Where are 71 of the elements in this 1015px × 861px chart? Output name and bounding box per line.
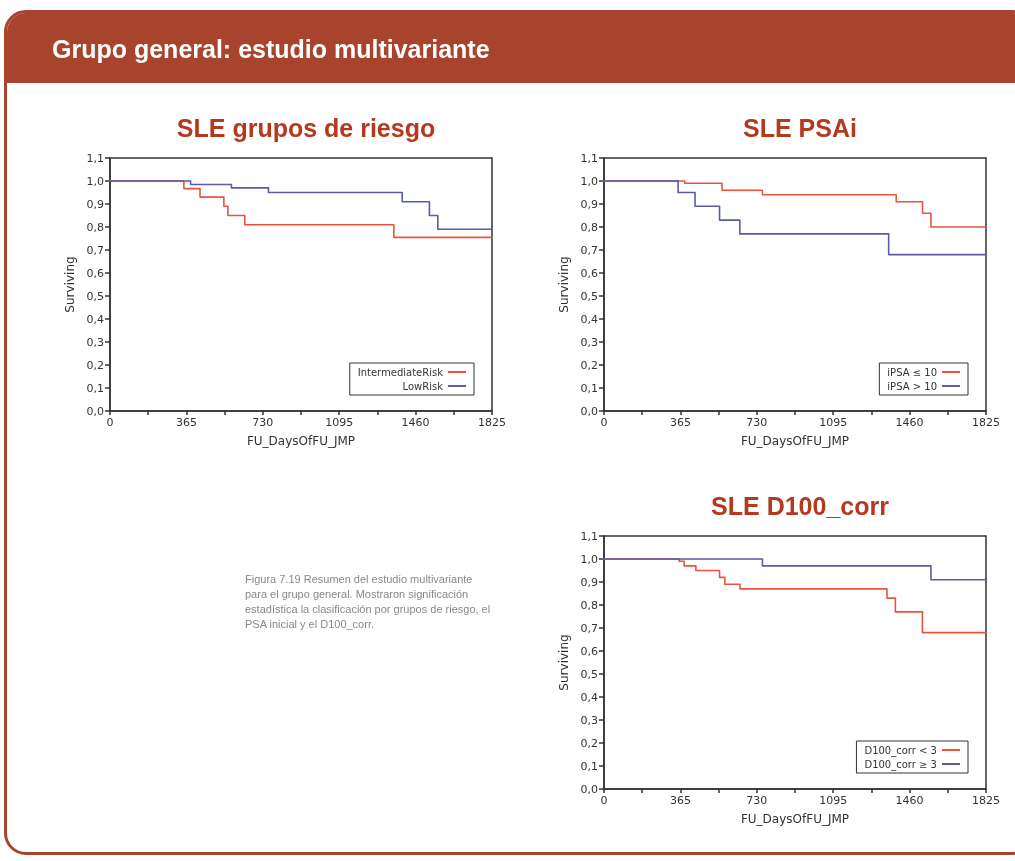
y-tick-label: 0,9	[580, 575, 598, 589]
y-tick-label: 0,3	[580, 335, 598, 349]
y-axis-title: Surviving	[556, 634, 571, 691]
y-tick-label: 0,1	[580, 759, 598, 773]
x-tick-label: 1460	[401, 416, 430, 429]
x-tick-label: 1095	[325, 416, 354, 429]
y-tick-label: 0,2	[580, 736, 598, 750]
y-tick-label: 0,7	[580, 243, 598, 257]
x-tick-label: 730	[746, 794, 768, 807]
x-tick-label: 0	[106, 416, 114, 429]
y-tick-label: 0,0	[580, 404, 598, 418]
legend-label: iPSA ≤ 10	[887, 366, 937, 378]
y-tick-label: 0,4	[580, 690, 598, 704]
y-tick-label: 0,9	[86, 197, 104, 211]
y-tick-label: 0,3	[580, 713, 598, 727]
x-tick-label: 1095	[819, 794, 848, 807]
y-tick-label: 1,0	[580, 552, 598, 566]
y-tick-label: 1,1	[86, 151, 104, 165]
x-tick-label: 1825	[972, 794, 1000, 807]
x-tick-label: 0	[600, 416, 608, 429]
x-tick-label: 365	[669, 416, 691, 429]
y-axis-title: Surviving	[556, 256, 571, 313]
x-tick-label: 0	[600, 794, 608, 807]
y-tick-label: 0,7	[580, 621, 598, 635]
chart-title: SLE D100_corr	[711, 491, 890, 520]
legend-label: IntermediateRisk	[357, 366, 444, 378]
y-tick-label: 0,7	[86, 243, 104, 257]
y-tick-label: 0,5	[580, 667, 598, 681]
y-tick-label: 0,5	[580, 289, 598, 303]
y-tick-label: 0,4	[86, 312, 104, 326]
text: Figura 7.19 Resumen del estudio multivariante para el grupo general. Mostraron significación estadística la clasificación por grupos de riesgo, el PSA inicial y el D100_corr.	[245, 572, 492, 632]
x-axis-title: FU_DaysOfFU_JMP	[246, 434, 356, 448]
legend-label: D100_corr ≥ 3	[864, 758, 937, 771]
text: Grupo general: estudio multivariante	[7, 13, 1015, 83]
y-tick-label: 1,0	[86, 174, 104, 188]
y-tick-label: 1,1	[580, 529, 598, 543]
y-tick-label: 0,8	[580, 220, 598, 234]
x-tick-label: 365	[175, 416, 197, 429]
y-axis-title: Surviving	[62, 256, 77, 313]
y-tick-label: 0,2	[580, 358, 598, 372]
y-tick-label: 0,8	[580, 598, 598, 612]
x-tick-label: 1095	[819, 416, 848, 429]
legend-label: D100_corr < 3	[864, 744, 937, 757]
y-tick-label: 0,1	[580, 381, 598, 395]
y-tick-label: 0,6	[580, 644, 598, 658]
x-axis-title: FU_DaysOfFU_JMP	[740, 812, 850, 826]
y-tick-label: 0,3	[86, 335, 104, 349]
y-tick-label: 0,1	[86, 381, 104, 395]
y-tick-label: 0,6	[86, 266, 104, 280]
y-tick-label: 1,0	[580, 174, 598, 188]
y-tick-label: 0,6	[580, 266, 598, 280]
x-tick-label: 730	[252, 416, 274, 429]
y-tick-label: 0,5	[86, 289, 104, 303]
y-tick-label: 0,4	[580, 312, 598, 326]
x-axis-title: FU_DaysOfFU_JMP	[740, 434, 850, 448]
y-tick-label: 0,0	[86, 404, 104, 418]
x-tick-label: 365	[669, 794, 691, 807]
y-tick-label: 0,2	[86, 358, 104, 372]
x-tick-label: 1825	[972, 416, 1000, 429]
y-tick-label: 0,8	[86, 220, 104, 234]
x-tick-label: 730	[746, 416, 768, 429]
legend-label: LowRisk	[402, 380, 444, 392]
x-tick-label: 1460	[895, 794, 924, 807]
legend-label: iPSA > 10	[887, 380, 937, 392]
y-tick-label: 0,9	[580, 197, 598, 211]
x-tick-label: 1825	[478, 416, 506, 429]
chart-title: SLE PSAi	[743, 113, 857, 142]
chart-title: SLE grupos de riesgo	[176, 113, 436, 142]
x-tick-label: 1460	[895, 416, 924, 429]
y-tick-label: 1,1	[580, 151, 598, 165]
y-tick-label: 0,0	[580, 782, 598, 796]
